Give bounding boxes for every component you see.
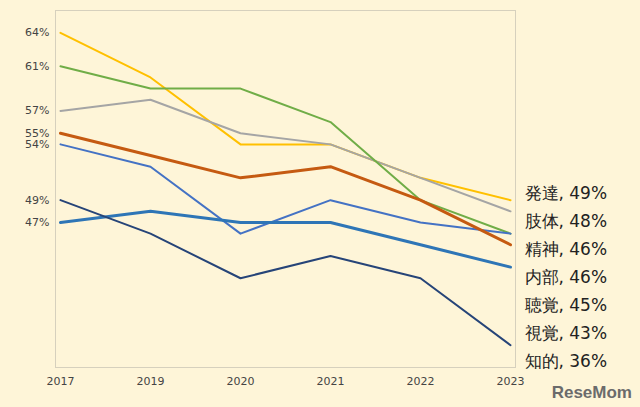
svg-text:知的, 36%: 知的, 36% bbox=[525, 351, 608, 371]
svg-text:47%: 47% bbox=[25, 216, 49, 229]
svg-text:61%: 61% bbox=[25, 60, 49, 73]
svg-text:聴覚, 45%: 聴覚, 45% bbox=[525, 295, 608, 315]
svg-text:2020: 2020 bbox=[227, 375, 255, 388]
svg-text:2021: 2021 bbox=[317, 375, 345, 388]
svg-text:肢体, 48%: 肢体, 48% bbox=[525, 211, 608, 231]
svg-text:発達, 49%: 発達, 49% bbox=[525, 183, 608, 203]
svg-text:2023: 2023 bbox=[497, 375, 525, 388]
svg-text:57%: 57% bbox=[25, 104, 49, 117]
svg-text:49%: 49% bbox=[25, 194, 49, 207]
svg-text:内部, 46%: 内部, 46% bbox=[525, 267, 608, 287]
svg-text:2017: 2017 bbox=[47, 375, 75, 388]
svg-text:54%: 54% bbox=[25, 138, 49, 151]
svg-text:2019: 2019 bbox=[137, 375, 165, 388]
svg-text:視覚, 43%: 視覚, 43% bbox=[525, 323, 608, 343]
html-text:ReseMom: ReseMom bbox=[551, 383, 632, 402]
svg-text:64%: 64% bbox=[25, 26, 49, 39]
svg-text:精神, 46%: 精神, 46% bbox=[525, 239, 608, 259]
svg-text:2022: 2022 bbox=[407, 375, 435, 388]
svg-text:55%: 55% bbox=[25, 126, 50, 140]
